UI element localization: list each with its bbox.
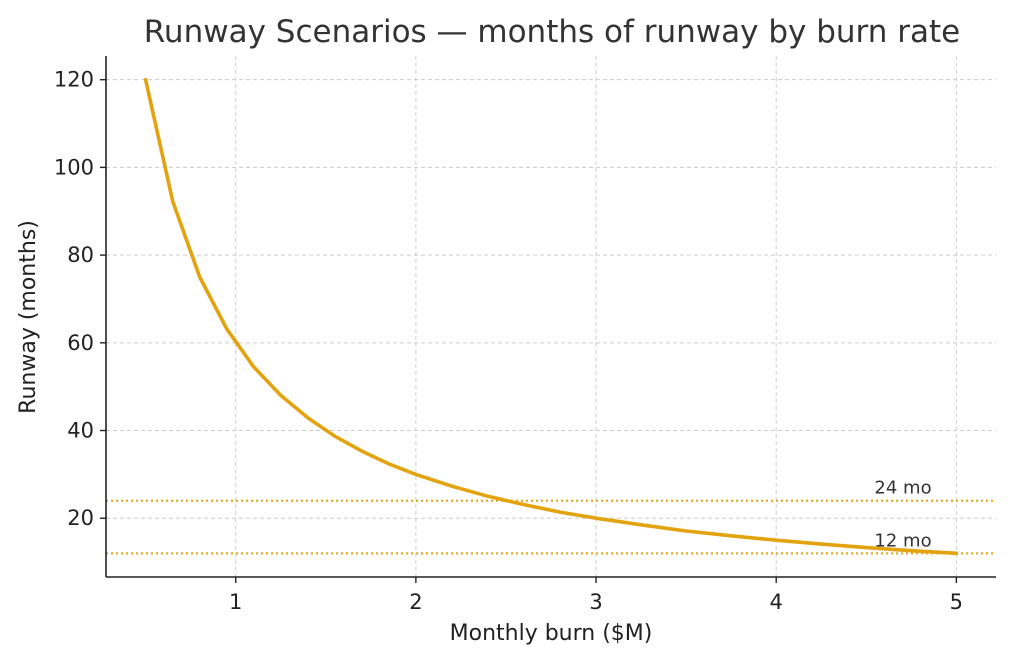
grid-layer: [106, 56, 996, 577]
y-axis-label: Runway (months): [16, 220, 41, 414]
y-tick-label: 100: [54, 155, 94, 179]
y-tick-label: 80: [67, 243, 94, 267]
x-tick-label: 5: [950, 590, 963, 614]
x-tick-label: 4: [770, 590, 783, 614]
x-tick-label: 3: [589, 590, 602, 614]
runway-curve: [143, 77, 959, 556]
chart-title: Runway Scenarios — months of runway by b…: [144, 14, 960, 50]
reference-lines: 24 mo 12 mo: [106, 478, 996, 555]
reference-line-label: 12 mo: [874, 530, 931, 551]
x-axis-label: Monthly burn ($M): [450, 621, 653, 646]
y-tick-label: 40: [67, 419, 94, 443]
y-tick-label: 120: [54, 68, 94, 92]
x-tick-label: 2: [409, 590, 422, 614]
y-tick-label: 20: [67, 506, 94, 530]
axes: [100, 56, 996, 583]
reference-line-label: 24 mo: [874, 478, 931, 499]
series-layer: [143, 77, 959, 556]
x-tick-label: 1: [229, 590, 242, 614]
y-tick-label: 60: [67, 331, 94, 355]
tick-labels: 1 2 3 4 5 20 40 60 80 100 120: [54, 68, 963, 614]
